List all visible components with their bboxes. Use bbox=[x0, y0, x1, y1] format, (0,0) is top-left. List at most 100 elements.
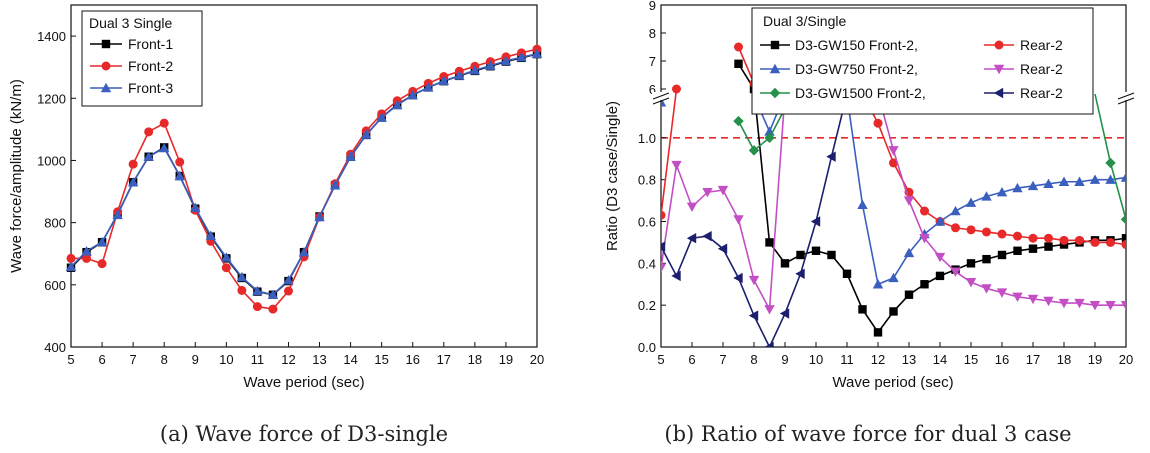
chart-b-ylabel: Ratio (D3 case/Single) bbox=[604, 101, 621, 251]
chart-a-data-point bbox=[268, 304, 278, 314]
chart-b-data-point bbox=[920, 280, 929, 289]
chart-b-data-point bbox=[733, 215, 744, 225]
chart-a-data-point bbox=[454, 70, 465, 80]
chart-a-data-point bbox=[143, 151, 154, 161]
chart-a-data-point bbox=[82, 253, 92, 263]
chart-a-data-point bbox=[81, 246, 92, 256]
chart-b-data-point bbox=[857, 199, 868, 209]
chart-a-legend-label: Front-1 bbox=[128, 36, 173, 52]
chart-b-data-point bbox=[686, 233, 697, 244]
chart-b-legend-box bbox=[751, 7, 1094, 115]
chart-b-data-point bbox=[779, 308, 790, 319]
chart-a-data-point bbox=[128, 159, 138, 169]
chart-b-data-point bbox=[1089, 300, 1101, 311]
chart-a-xtick-label: 9 bbox=[192, 352, 199, 367]
chart-b-data-point bbox=[997, 229, 1007, 239]
chart-a-xtick-label: 5 bbox=[67, 352, 74, 367]
chart-b-data-point bbox=[982, 227, 991, 237]
chart-a-xlabel: Wave period (sec) bbox=[243, 374, 364, 391]
chart-a-data-point bbox=[500, 55, 512, 66]
chart-b-data-point bbox=[1090, 237, 1100, 247]
chart-b-data-point bbox=[748, 145, 760, 156]
chart-b-xtick-label: 18 bbox=[1057, 352, 1071, 367]
chart-a-data-point bbox=[236, 271, 248, 282]
chart-b-data-point bbox=[996, 187, 1008, 197]
chart-a-xtick-label: 20 bbox=[530, 352, 544, 367]
chart-a-legend-marker bbox=[101, 39, 111, 49]
chart-a-xtick-label: 11 bbox=[251, 352, 265, 367]
chart-b-data-point bbox=[1027, 180, 1039, 191]
chart-a-ytick-label: 800 bbox=[44, 216, 66, 231]
chart-b-ytick-label: 7 bbox=[649, 54, 656, 69]
chart-b-series-clip bbox=[661, 42, 1126, 347]
chart-a-data-point bbox=[159, 118, 169, 128]
chart-b-data-point bbox=[888, 272, 899, 283]
chart-a-ticks: 5 6 7 8 9 10 11 12 13 14 15 16 17 18 19 20 400 600 800 1000… bbox=[37, 29, 544, 367]
chart-b-data-point bbox=[997, 250, 1007, 260]
chart-b-data-point bbox=[671, 160, 682, 171]
chart-a-data-point bbox=[360, 129, 372, 139]
chart-a-series bbox=[65, 44, 543, 314]
chart-b-data-point bbox=[1044, 233, 1053, 243]
caption-b: (b) Ratio of wave force for dual 3 case bbox=[664, 422, 1071, 446]
chart-a-ytick-label: 1400 bbox=[37, 29, 66, 44]
chart-a-data-point bbox=[423, 82, 434, 92]
chart-b-data-point bbox=[889, 307, 898, 316]
chart-a-data-point bbox=[531, 48, 543, 59]
chart-b-xtick-label: 10 bbox=[809, 352, 823, 367]
chart-b-data-point bbox=[765, 238, 774, 247]
chart-b-axis-break-right bbox=[1117, 92, 1135, 105]
chart-a-legend-title: Dual 3 Single bbox=[89, 15, 172, 31]
chart-b-data-point bbox=[1106, 237, 1115, 247]
chart-a-xtick-label: 7 bbox=[130, 352, 137, 367]
chart-b-data-point bbox=[717, 243, 728, 254]
chart-b-ytick-label: 0.4 bbox=[638, 256, 656, 271]
chart-b-ticks: 5 6 7 8 9 10 11 12 13 14 15 16 17 18 19 20 0.0 0.2 0.4 0.6 0… bbox=[638, 0, 1133, 367]
chart-b-data-point bbox=[748, 275, 760, 286]
chart-b-legend-label: D3-GW150 Front-2, bbox=[795, 37, 918, 53]
chart-a-data-point bbox=[144, 127, 154, 137]
chart-b-legend-marker bbox=[770, 40, 780, 50]
chart-a-data-point bbox=[159, 142, 170, 153]
chart-b-data-point bbox=[1028, 244, 1038, 253]
chart-a-plot-frame bbox=[70, 4, 538, 348]
chart-b-data-point bbox=[661, 210, 666, 220]
chart-a-data-point bbox=[392, 99, 403, 110]
chart-b-data-point bbox=[1013, 231, 1022, 241]
chart-b-series-line-2 bbox=[661, 88, 678, 216]
chart-b-data-point bbox=[1121, 234, 1126, 243]
chart-a-data-point bbox=[175, 157, 185, 167]
chart-a-legend-label: Front-2 bbox=[128, 58, 173, 74]
chart-b: 5 6 7 8 9 10 11 12 13 14 15 16 17 18 19 20 0.0 0.2 0.4 0.6 0… bbox=[604, 0, 1135, 391]
chart-b-data-point bbox=[1105, 157, 1116, 169]
chart-a-xtick-label: 19 bbox=[499, 352, 513, 367]
chart-a-data-point bbox=[205, 230, 216, 240]
chart-b-series bbox=[661, 42, 1126, 347]
chart-b-data-point bbox=[889, 158, 898, 168]
chart-b-data-point bbox=[1043, 178, 1054, 189]
chart-a-data-point bbox=[469, 65, 481, 75]
chart-b-xtick-label: 7 bbox=[719, 352, 726, 367]
chart-b-legend-marker bbox=[769, 87, 781, 99]
chart-a-ytick-label: 1200 bbox=[37, 91, 66, 106]
chart-a-data-point bbox=[283, 286, 293, 296]
chart-b-data-point bbox=[1074, 298, 1085, 309]
chart-b-data-point bbox=[1075, 235, 1084, 245]
chart-b-data-point bbox=[748, 310, 759, 321]
chart-b-data-point bbox=[996, 288, 1008, 298]
chart-b-xtick-label: 12 bbox=[871, 352, 885, 367]
chart-b-ytick-label: 9 bbox=[649, 0, 656, 13]
chart-b-data-point bbox=[903, 247, 915, 258]
chart-b-legend-label: D3-GW750 Front-2, bbox=[795, 61, 918, 77]
chart-a-data-point bbox=[329, 180, 341, 190]
chart-b-data-point bbox=[671, 270, 681, 282]
chart-b-legend-marker bbox=[769, 63, 781, 74]
chart-b-data-point bbox=[686, 202, 698, 213]
chart-b-data-point bbox=[903, 196, 915, 206]
chart-a-xtick-label: 18 bbox=[468, 352, 482, 367]
chart-b-data-point bbox=[1105, 174, 1116, 184]
chart-b-data-point bbox=[858, 305, 867, 314]
chart-a-data-point bbox=[345, 151, 356, 161]
chart-a-data-point bbox=[298, 246, 310, 257]
